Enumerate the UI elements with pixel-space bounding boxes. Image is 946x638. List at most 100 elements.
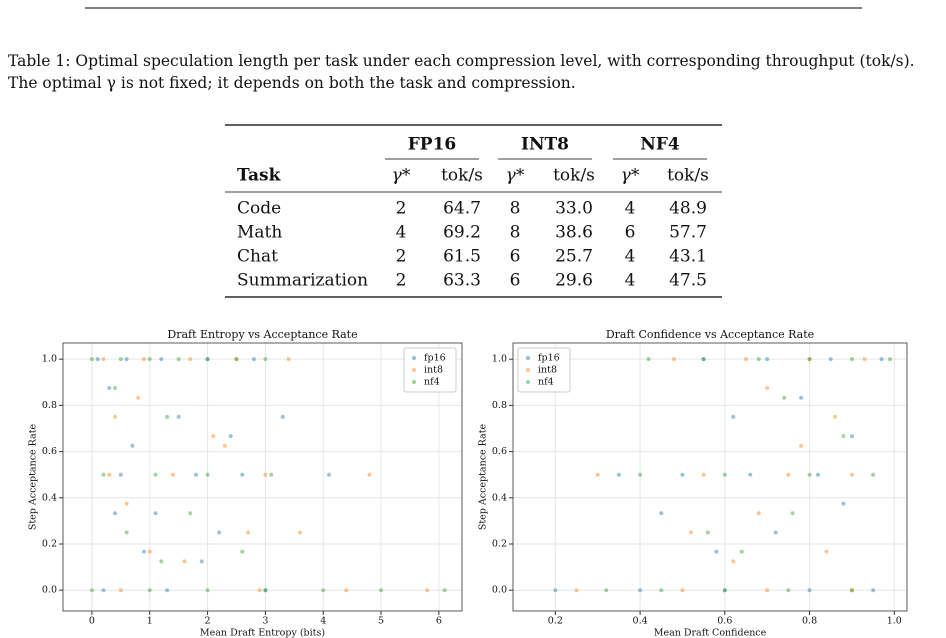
scatter-point (862, 357, 867, 362)
scatter-point (807, 357, 812, 362)
table-cell: 8 (510, 223, 521, 243)
plot-frame (512, 342, 908, 612)
x-tick-label: 1 (147, 616, 153, 627)
y-tick-label: 0.0 (42, 585, 57, 596)
scatter-point (574, 588, 579, 593)
scatter-point (790, 511, 795, 516)
table-cell: 61.5 (443, 247, 481, 267)
legend-label: fp16 (424, 353, 446, 364)
scatter-point (124, 501, 129, 506)
scatter-point (379, 588, 384, 593)
scatter-point (871, 588, 876, 593)
scatter-point (240, 472, 245, 477)
table-cell: 64.7 (443, 199, 481, 219)
table-cell: 57.7 (669, 223, 707, 243)
legend-label: fp16 (538, 353, 560, 364)
x-tick-label: 1.0 (887, 616, 902, 627)
scatter-point (849, 588, 854, 593)
scatter-point (176, 414, 181, 419)
scatter-point (205, 588, 210, 593)
x-tick-label: 3 (262, 616, 268, 627)
x-axis-label: Mean Draft Entropy (bits) (200, 628, 325, 638)
table-cell: 8 (510, 199, 521, 219)
scatter-point (101, 357, 106, 362)
scatter-point (344, 588, 349, 593)
scatter-point (879, 357, 884, 362)
legend-label: int8 (538, 365, 557, 376)
scatter-point (646, 357, 651, 362)
scatter-point (211, 434, 216, 439)
y-tick-label: 0.2 (42, 539, 57, 550)
scatter-point (188, 357, 193, 362)
column-header: γ* (392, 166, 411, 186)
y-tick-label: 1.0 (492, 354, 507, 365)
scatter-point (286, 357, 291, 362)
x-axis-label: Mean Draft Confidence (654, 628, 767, 638)
scatter-point (251, 357, 256, 362)
scatter-point (101, 588, 106, 593)
x-tick-label: 0.6 (717, 616, 732, 627)
scatter-point (153, 472, 158, 477)
y-tick-label: 1.0 (42, 354, 57, 365)
scatter-point (888, 357, 893, 362)
scatter-point (765, 357, 770, 362)
y-tick-label: 0.2 (492, 539, 507, 550)
scatter-point (205, 357, 210, 362)
scatter-point (765, 386, 770, 391)
table-cell: 29.6 (555, 271, 593, 291)
scatter-point (773, 530, 778, 535)
scatter-point (731, 559, 736, 564)
table-cell: 4 (396, 223, 407, 243)
scatter-point (748, 472, 753, 477)
scatter-point (739, 549, 744, 554)
legend-box (517, 347, 571, 393)
scatter-point (807, 357, 812, 362)
x-tick-label: 2 (205, 616, 211, 627)
y-tick-label: 0.0 (492, 585, 507, 596)
legend-box (403, 347, 457, 393)
scatter-point (816, 472, 821, 477)
legend-marker (525, 367, 531, 373)
table-cell: 6 (625, 223, 636, 243)
scatter-point (246, 530, 251, 535)
table-cell: 48.9 (669, 199, 707, 219)
scatter-point (188, 511, 193, 516)
scatter-point (756, 511, 761, 516)
scatter-point (217, 530, 222, 535)
scatter-point (118, 588, 123, 593)
scatter-point (147, 357, 152, 362)
table-cell: Math (237, 223, 282, 243)
y-tick-label: 0.6 (42, 446, 57, 457)
scatter-point (849, 357, 854, 362)
scatter-point (101, 472, 106, 477)
scatter-point (714, 549, 719, 554)
legend-marker (411, 367, 417, 373)
scatter-point (257, 588, 262, 593)
scatter-point (234, 357, 239, 362)
table-cell: Summarization (237, 271, 368, 291)
legend-marker (411, 355, 417, 361)
x-tick-label: 5 (378, 616, 384, 627)
table-cell: 4 (625, 199, 636, 219)
scatter-point (731, 414, 736, 419)
x-tick-label: 0.8 (802, 616, 817, 627)
chart-title: Draft Entropy vs Acceptance Rate (167, 328, 357, 341)
plot-frame (62, 342, 463, 612)
scatter-point (782, 395, 787, 400)
scatter-point (671, 357, 676, 362)
table-cell: 38.6 (555, 223, 593, 243)
scatter-point (841, 501, 846, 506)
scatter-point (659, 588, 664, 593)
legend-marker (525, 355, 531, 361)
x-tick-label: 4 (320, 616, 326, 627)
column-header: γ* (621, 166, 640, 186)
table-cell: 69.2 (443, 223, 481, 243)
scatter-point (113, 414, 118, 419)
scatter-point (130, 443, 135, 448)
table-cell: 6 (510, 247, 521, 267)
scatter-point (141, 357, 146, 362)
scatter-point (638, 588, 643, 593)
table-cell: 43.1 (669, 247, 707, 267)
scatter-point (228, 434, 233, 439)
